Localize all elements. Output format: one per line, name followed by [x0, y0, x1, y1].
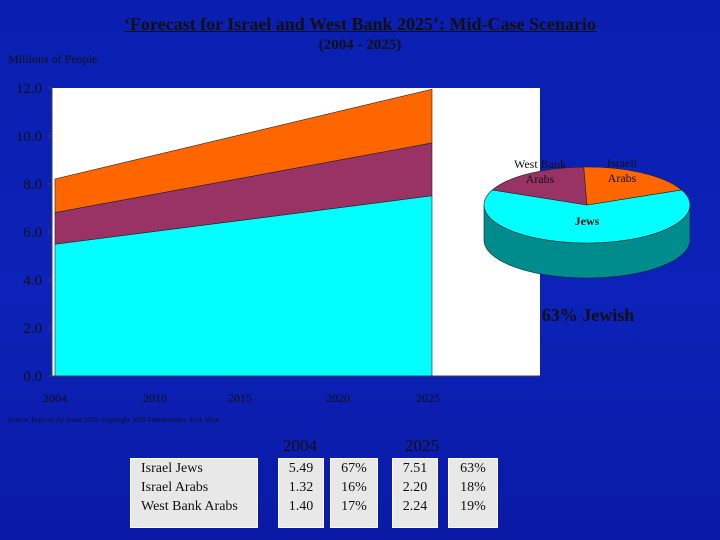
- table-col-2025-values: 7.51 2.20 2.24: [392, 458, 438, 528]
- table-cell: 5.49: [288, 461, 314, 476]
- y-tick-label: 4.0: [23, 273, 42, 289]
- table-cell: 63%: [460, 461, 486, 476]
- table-cell: 19%: [460, 499, 486, 514]
- table-col-2004-percents: 67% 16% 17%: [330, 458, 378, 528]
- y-tick-label: 12.0: [16, 81, 42, 97]
- y-axis-label: Millions of People: [8, 52, 98, 66]
- table-cell: 18%: [460, 480, 486, 495]
- pie-label-israeli-arabs: Arabs: [608, 171, 637, 185]
- x-tick-label: 2010: [143, 391, 167, 405]
- y-tick-label: 8.0: [23, 177, 42, 193]
- jewish-share-callout: 63% Jewish: [542, 305, 635, 325]
- table-cell: 7.51: [402, 461, 428, 476]
- y-tick-label: 2.0: [23, 321, 42, 337]
- area-west-bank-arabs: [54, 88, 433, 213]
- table-cell: 2.24: [402, 499, 428, 514]
- x-tick-label: 2025: [416, 391, 440, 405]
- table-row-label: Israel Jews: [141, 461, 203, 476]
- x-tick-label: 2004: [43, 391, 67, 405]
- x-tick-label: 2015: [228, 391, 252, 405]
- pie-label-west-bank: West Bank: [514, 157, 566, 171]
- pie-label-west-bank-arabs: Arabs: [526, 172, 555, 186]
- x-tick-label: 2020: [326, 391, 350, 405]
- pie-slice-israeli-arabs: [491, 166, 588, 206]
- table-col-2025-percents: 63% 18% 19%: [448, 458, 498, 528]
- pie-slice-west-bank-arabs: [583, 166, 683, 206]
- table-header-2025: 2025: [405, 436, 439, 455]
- pie-label-jews: Jews: [575, 214, 600, 228]
- table-cell: 67%: [341, 461, 367, 476]
- y-tick-label: 6.0: [23, 225, 42, 241]
- table-cell: 1.32: [288, 480, 314, 495]
- pie-label-israeli: Israeli: [607, 156, 638, 170]
- table-cell: 16%: [341, 480, 367, 495]
- source-note: Source: Forecast for Israel 2025, Copyri…: [8, 416, 219, 424]
- slide-title: ‘Forecast for Israel and West Bank 2025’…: [124, 14, 596, 34]
- table-row-label: West Bank Arabs: [141, 499, 238, 514]
- table-cell: 1.40: [288, 499, 314, 514]
- pie-slice-jews: [483, 189, 691, 244]
- y-tick-label: 10.0: [16, 129, 42, 145]
- slide-subtitle: (2004 - 2025): [318, 37, 402, 53]
- table-cell: 17%: [341, 499, 367, 514]
- table-row-label: Israel Arabs: [141, 480, 209, 495]
- table-labels: Israel Jews Israel Arabs West Bank Arabs: [130, 458, 258, 528]
- table-header-2004: 2004: [283, 436, 317, 455]
- table-col-2004-values: 5.49 1.32 1.40: [278, 458, 324, 528]
- table-cell: 2.20: [402, 480, 428, 495]
- y-tick-label: 0.0: [23, 369, 42, 385]
